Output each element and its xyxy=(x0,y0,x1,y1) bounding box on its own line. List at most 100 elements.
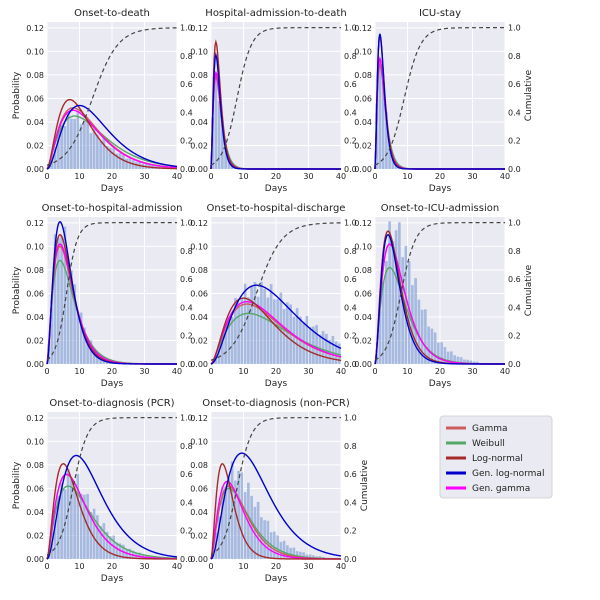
panel-title: Onset-to-hospital-admission xyxy=(42,203,183,214)
panel-title: Onset-to-ICU-admission xyxy=(381,203,499,214)
histogram-bar xyxy=(378,64,382,169)
x-tick-label: 20 xyxy=(107,367,117,376)
histogram-bar xyxy=(115,542,119,559)
y2-tick-label: 0.6 xyxy=(180,80,193,89)
histogram-bar xyxy=(433,332,437,364)
y-tick-label: 0.10 xyxy=(354,242,372,251)
histogram-bar xyxy=(388,144,391,169)
y-tick-label: 0.10 xyxy=(190,47,208,56)
histogram-bar xyxy=(289,547,292,559)
y2-tick-label: 0.8 xyxy=(508,52,521,61)
histogram-bar xyxy=(227,317,231,364)
histogram-bar xyxy=(57,496,60,559)
y-tick-label: 0.10 xyxy=(26,437,44,446)
histogram-bar xyxy=(263,288,266,364)
histogram-bar xyxy=(427,326,430,364)
x-tick-label: 30 xyxy=(139,172,149,181)
histogram-bar xyxy=(227,477,231,559)
histogram-bar xyxy=(83,494,86,559)
histogram-bar xyxy=(118,543,122,559)
panel-title: ICU-stay xyxy=(419,8,461,19)
x-tick-label: 10 xyxy=(74,367,84,376)
y2-tick-label: 0.0 xyxy=(180,555,193,564)
histogram-bar xyxy=(266,297,270,364)
histogram-bar xyxy=(92,128,96,169)
histogram-bar xyxy=(96,515,99,559)
y-tick-label: 0.08 xyxy=(354,71,372,80)
histogram-bar xyxy=(99,526,102,559)
histogram-bar xyxy=(381,281,385,364)
y-tick-label: 0.02 xyxy=(190,336,208,345)
y-tick-label: 0.04 xyxy=(354,118,372,127)
x-tick-label: 0 xyxy=(372,172,377,181)
histogram-bar xyxy=(302,552,305,559)
legend-box xyxy=(439,415,553,499)
y2-tick-label: 0.0 xyxy=(508,360,521,369)
histogram-bar xyxy=(79,493,83,559)
histogram-bar xyxy=(50,295,54,364)
y2-tick-label: 0.4 xyxy=(344,498,357,507)
y2-tick-label: 0.4 xyxy=(180,108,193,117)
panel-title: Onset-to-diagnosis (non-PCR) xyxy=(202,398,350,409)
histogram-bar xyxy=(466,359,469,364)
x-tick-label: 0 xyxy=(44,562,49,571)
y2-tick-label: 0.8 xyxy=(344,52,357,61)
y2-tick-label: 0.6 xyxy=(508,80,521,89)
y-tick-label: 0.10 xyxy=(26,242,44,251)
y-tick-label: 0.06 xyxy=(354,94,372,103)
histogram-bar xyxy=(295,308,299,364)
histogram-bar xyxy=(398,222,401,364)
histogram-bar xyxy=(125,549,128,559)
histogram-bar xyxy=(417,299,421,364)
curve-gen-log-normal xyxy=(46,454,178,560)
histogram-bar xyxy=(109,147,112,169)
x-tick-label: 30 xyxy=(467,172,477,181)
histogram-bar xyxy=(89,340,93,364)
histogram-bar xyxy=(66,469,70,559)
histogram-bar xyxy=(321,331,325,364)
cumulative-curve xyxy=(210,27,341,166)
histogram-bar xyxy=(276,299,279,364)
histogram-bar xyxy=(53,234,57,364)
y2-tick-label: 1.0 xyxy=(508,219,521,228)
y-tick-label: 0.00 xyxy=(26,555,44,564)
y-tick-label: 0.12 xyxy=(26,414,44,423)
histogram-bar xyxy=(276,535,279,559)
histogram-bar xyxy=(105,145,109,169)
panel-title: Onset-to-death xyxy=(74,8,150,19)
y-tick-label: 0.00 xyxy=(190,555,208,564)
histogram-bar xyxy=(70,118,73,169)
panel-title: Onset-to-diagnosis (PCR) xyxy=(49,398,174,409)
y2-tick-label: 0.2 xyxy=(344,527,357,536)
y2-tick-label: 0.4 xyxy=(344,303,357,312)
panel-8: Onset-to-diagnosis (non-PCR)0 10 20 30 400.0… xyxy=(190,398,370,584)
y-tick-label: 0.10 xyxy=(354,47,372,56)
x-tick-label: 20 xyxy=(271,172,281,181)
y2-tick-label: 1.0 xyxy=(344,219,357,228)
x-tick-label: 40 xyxy=(336,367,346,376)
histogram-bar xyxy=(86,121,89,169)
y2-tick-label: 0.8 xyxy=(180,247,193,256)
x-tick-label: 40 xyxy=(172,172,182,181)
histogram-bar xyxy=(102,138,106,169)
curve-log-normal xyxy=(46,463,177,560)
curve-weibull xyxy=(210,312,342,365)
y-tick-label: 0.06 xyxy=(26,94,44,103)
cumulative-curve xyxy=(210,222,342,361)
histogram-bar xyxy=(83,121,86,169)
y-tick-label: 0.00 xyxy=(354,165,372,174)
histogram-bar xyxy=(221,486,224,559)
histogram-bar xyxy=(79,312,83,364)
histogram-bar xyxy=(456,356,460,364)
x-tick-label: 30 xyxy=(303,562,313,571)
y-tick-label: 0.04 xyxy=(26,313,44,322)
x-tick-label: 0 xyxy=(44,172,49,181)
y-tick-label: 0.06 xyxy=(190,289,208,298)
histogram-bar xyxy=(53,519,57,559)
panel-title: Hospital-admission-to-death xyxy=(205,8,346,19)
histogram-bar xyxy=(60,125,63,169)
x-tick-label: 10 xyxy=(402,367,412,376)
y-tick-label: 0.00 xyxy=(190,165,208,174)
y-tick-label: 0.04 xyxy=(190,508,208,517)
